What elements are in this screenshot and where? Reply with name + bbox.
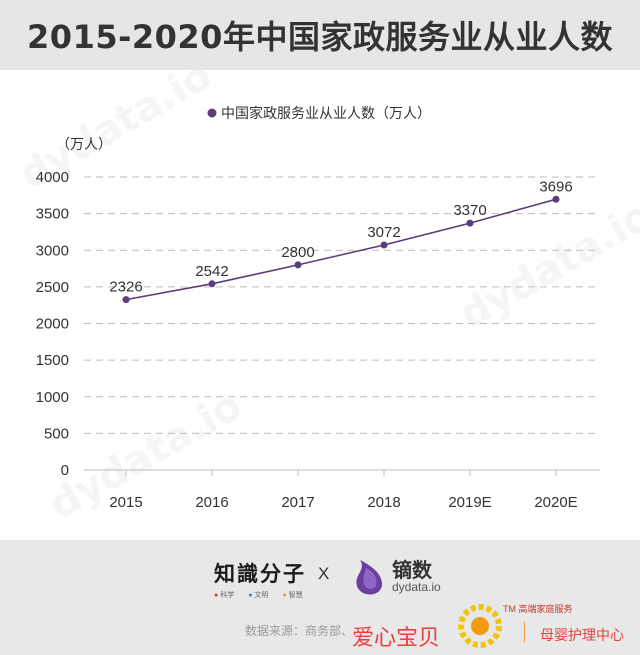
zhishi-logo-tags: ● 科学 ● 文明 ● 智慧 (214, 592, 303, 599)
data-point (552, 195, 560, 203)
y-tick-label: 3000 (36, 242, 69, 259)
dydata-logo-icon (356, 560, 382, 595)
data-label: 3370 (453, 202, 486, 219)
data-source: 数据来源：商务部、 (245, 624, 354, 638)
dydata-logo-url: dydata.io (392, 580, 441, 594)
y-tick-label: 1500 (36, 352, 69, 369)
data-point (380, 241, 388, 249)
grid (84, 176, 600, 471)
y-tick-label: 1000 (36, 389, 69, 406)
x-tick-label: 2015 (109, 494, 142, 511)
muying-text: 母婴护理中心 (540, 627, 624, 643)
watermark-divider (524, 622, 525, 642)
series: 2326 2542 2800 3072 3370 3696 (109, 178, 573, 304)
data-point (122, 296, 130, 304)
legend: 中国家政服务业从业人数（万人） (207, 105, 431, 121)
data-label: 3696 (539, 178, 572, 195)
series-line (125, 198, 557, 301)
tag-2: 文明 (254, 592, 269, 599)
y-tick-label: 2500 (36, 279, 69, 296)
y-unit-label: （万人） (56, 136, 112, 152)
y-tick-label: 3500 (36, 206, 69, 223)
data-point (294, 261, 302, 269)
separator-x: X (318, 564, 330, 583)
tm-tagline: TM 高端家庭服务 (503, 604, 573, 614)
data-label: 2326 (109, 279, 142, 296)
y-tick-label: 2000 (36, 316, 69, 333)
x-tick-label: 2016 (195, 494, 228, 511)
zhishi-logo: 知識分子 ● 科学 ● 文明 ● 智慧 (214, 558, 310, 599)
x-tick-label: 2017 (281, 494, 314, 511)
y-tick-label: 500 (44, 425, 69, 442)
x-axis: 2015 2016 2017 2018 2019E 2020E (109, 470, 578, 511)
data-point (208, 280, 216, 288)
zhishi-logo-text: 知識分子 (214, 561, 306, 586)
y-tick-label: 0 (61, 462, 69, 479)
legend-label: 中国家政服务业从业人数（万人） (221, 105, 431, 121)
y-tick-label: 4000 (36, 169, 69, 186)
x-tick-label: 2020E (534, 494, 577, 511)
title-bar: 2015-2020年中国家政服务业从业人数 (0, 0, 640, 70)
dydata-logo: 镝数 dydata.io (352, 554, 462, 600)
legend-marker (207, 108, 217, 118)
tag-1: 科学 (220, 592, 235, 599)
data-label: 2800 (281, 244, 314, 261)
chart-title: 2015-2020年中国家政服务业从业人数 (27, 18, 613, 56)
data-point (466, 219, 474, 227)
x-tick-label: 2019E (448, 494, 491, 511)
sun-logo-icon (458, 604, 502, 648)
footer: 知識分子 ● 科学 ● 文明 ● 智慧 X 镝数 dydata.io 数据来源：商务部… (0, 540, 640, 655)
y-axis: 0 500 1000 1500 2000 2500 3000 3500 4000 (36, 169, 69, 479)
dydata-logo-text: 镝数 (392, 560, 432, 582)
aixin-watermark-text: 爱心宝贝 (352, 626, 441, 651)
data-label: 3072 (367, 224, 400, 241)
tag-3: 智慧 (288, 592, 303, 599)
data-label: 2542 (195, 263, 228, 280)
x-tick-label: 2018 (367, 494, 400, 511)
line-chart: dydata.io dydata.io dydata.io 中国家政服务业从业人… (12, 70, 640, 529)
